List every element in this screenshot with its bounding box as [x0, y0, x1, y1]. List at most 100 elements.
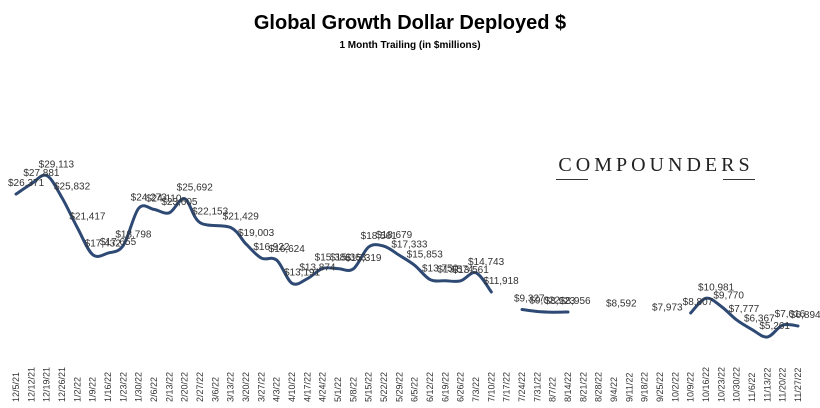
data-label: $19,003 — [238, 228, 275, 239]
compounders-logo: COMPOUNDERS — [558, 154, 754, 176]
data-label: $9,327 — [514, 293, 545, 304]
x-tick-label: 6/12/22 — [425, 372, 435, 402]
logo-rule-right — [723, 179, 755, 180]
data-label: $25,692 — [177, 183, 214, 194]
data-label: $13,574 — [437, 265, 474, 276]
data-label: $26,371 — [8, 178, 45, 189]
series-line-segment-0 — [14, 173, 493, 294]
data-label: $29,113 — [39, 160, 75, 171]
data-label: $16,624 — [269, 244, 306, 255]
x-tick-label: 9/25/22 — [655, 372, 665, 402]
data-label: $13,561 — [453, 265, 490, 276]
data-label: $8,923 — [545, 296, 576, 307]
data-label: $5,261 — [759, 321, 790, 332]
x-tick-label: 7/3/22 — [471, 377, 481, 402]
data-label: $7,777 — [729, 304, 760, 315]
x-tick-label: 10/30/22 — [732, 367, 742, 402]
x-tick-label: 7/31/22 — [532, 372, 542, 402]
data-label: $21,429 — [223, 212, 260, 223]
x-tick-label: 3/13/22 — [226, 372, 236, 402]
x-tick-label: 1/30/22 — [134, 372, 144, 402]
x-tick-label: 11/20/22 — [778, 368, 788, 402]
data-label: $27,881 — [23, 168, 60, 179]
data-label: $17,655 — [100, 237, 137, 248]
x-tick-label: 2/27/22 — [195, 372, 205, 402]
x-tick-label: 2/13/22 — [164, 372, 174, 402]
x-tick-label: 10/9/22 — [686, 372, 696, 402]
logo-rule-left — [556, 179, 588, 180]
data-label: $18,679 — [376, 230, 413, 241]
x-tick-label: 4/24/22 — [318, 372, 328, 402]
data-label: $11,918 — [483, 276, 519, 287]
x-tick-label: 10/16/22 — [701, 367, 711, 402]
data-label: $10,981 — [698, 282, 735, 293]
x-tick-label: 6/19/22 — [440, 372, 450, 402]
data-label: $7,016 — [775, 309, 806, 320]
x-tick-label: 12/19/21 — [42, 367, 52, 402]
data-label: $6,367 — [744, 314, 775, 325]
x-tick-label: 9/11/22 — [624, 373, 634, 402]
x-tick-label: 5/8/22 — [348, 377, 358, 402]
x-tick-label: 4/3/22 — [272, 377, 282, 402]
x-tick-label: 12/12/21 — [26, 367, 36, 402]
x-tick-label: 5/15/22 — [364, 372, 374, 402]
x-tick-label: 5/1/22 — [333, 377, 343, 402]
x-tick-label: 9/18/22 — [640, 372, 650, 402]
x-tick-label: 5/22/22 — [379, 372, 389, 402]
data-label: $8,807 — [683, 297, 714, 308]
data-label: $6,894 — [790, 310, 820, 321]
x-tick-label: 8/28/22 — [594, 372, 604, 402]
x-tick-label: 8/14/22 — [563, 372, 573, 402]
x-tick-label: 10/2/22 — [670, 372, 680, 402]
x-tick-label: 7/17/22 — [502, 372, 512, 402]
data-label: $17,432 — [85, 239, 122, 250]
x-tick-label: 7/10/22 — [486, 372, 496, 402]
x-tick-label: 11/6/22 — [747, 373, 757, 402]
data-label: $17,333 — [391, 239, 428, 250]
series-line-segment-1 — [520, 307, 570, 314]
data-label: $24,273 — [131, 192, 168, 203]
data-label: $15,853 — [407, 249, 444, 260]
data-label: $9,022 — [529, 296, 560, 307]
data-label: $25,832 — [54, 182, 91, 193]
data-label: $8,592 — [606, 298, 637, 309]
x-tick-label: 6/26/22 — [456, 372, 466, 402]
x-tick-label: 2/6/22 — [149, 377, 159, 402]
x-tick-label: 1/9/22 — [88, 377, 98, 402]
x-tick-label: 3/6/22 — [210, 377, 220, 402]
x-tick-label: 4/10/22 — [287, 372, 297, 402]
chart-title: Global Growth Dollar Deployed $ — [253, 12, 567, 34]
x-tick-label: 3/20/22 — [241, 372, 251, 402]
x-tick-label: 1/16/22 — [103, 372, 113, 402]
x-tick-label: 8/21/22 — [578, 372, 588, 402]
data-label: $16,922 — [253, 242, 290, 253]
x-tick-label: 12/5/21 — [11, 372, 21, 402]
data-label: $15,363 — [330, 253, 367, 264]
x-tick-label: 7/24/22 — [517, 372, 527, 402]
data-label: $23,605 — [161, 197, 198, 208]
data-label: $15,319 — [345, 253, 382, 264]
x-tick-label: 10/23/22 — [716, 367, 726, 402]
data-label: $14,743 — [468, 257, 505, 268]
x-tick-label: 8/7/22 — [548, 377, 558, 402]
x-tick-label: 1/2/22 — [72, 377, 82, 402]
x-tick-label: 3/27/22 — [256, 372, 266, 402]
data-label: $22,153 — [192, 207, 229, 218]
data-label: $15,386 — [315, 252, 352, 263]
series-line-segment-4 — [689, 296, 800, 339]
data-label: $13,191 — [284, 267, 321, 278]
data-label: $7,973 — [652, 303, 683, 314]
x-tick-label: 11/13/22 — [762, 368, 772, 402]
data-label: $13,874 — [299, 263, 336, 274]
data-label: $18,798 — [115, 229, 152, 240]
data-label: $8,956 — [560, 296, 591, 307]
x-tick-label: 4/17/22 — [302, 372, 312, 402]
data-label: $18,561 — [361, 231, 398, 242]
x-tick-label: 6/5/22 — [410, 377, 420, 402]
data-label: $9,770 — [713, 290, 744, 301]
data-label: $21,417 — [69, 212, 106, 223]
data-label: $13,750 — [422, 264, 459, 275]
data-label: $24,110 — [146, 193, 182, 204]
x-tick-label: 9/4/22 — [609, 377, 619, 402]
